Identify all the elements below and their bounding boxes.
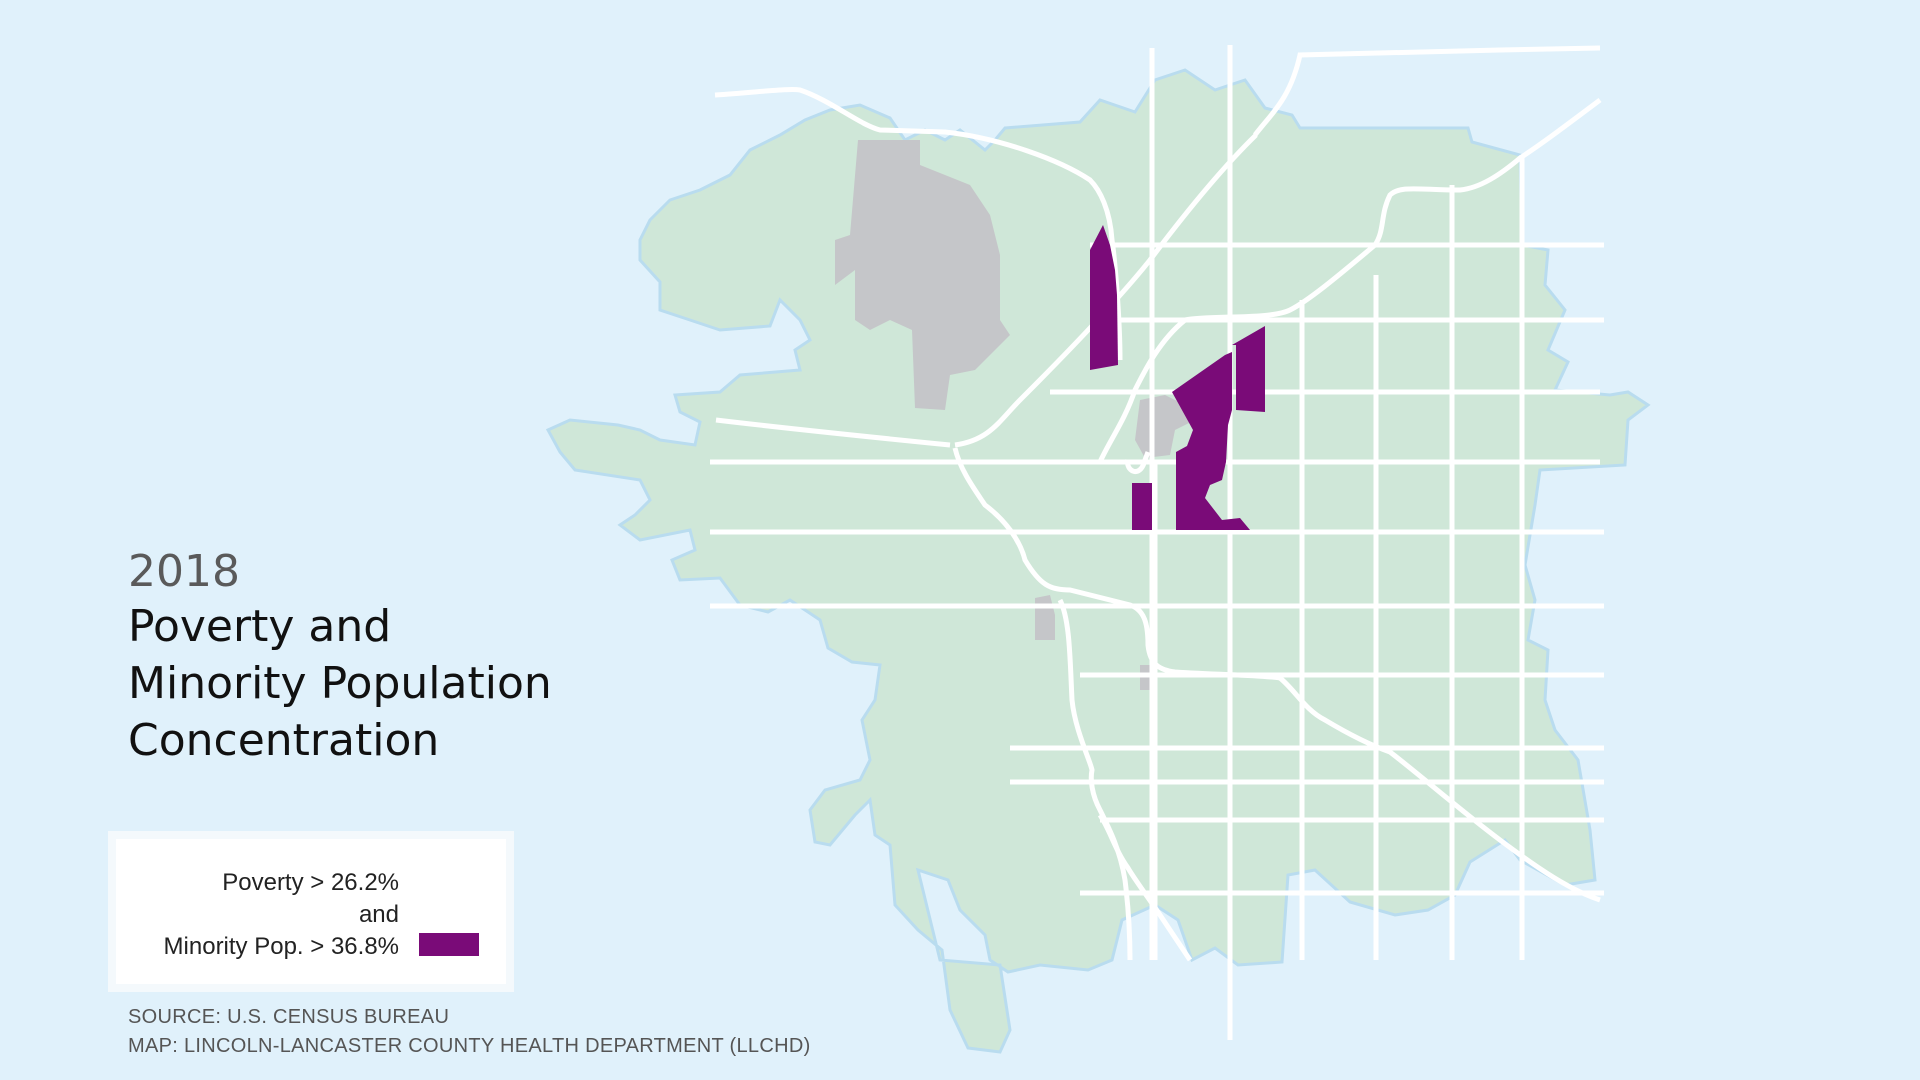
- legend-label-line-1: Poverty > 26.2%: [222, 869, 399, 896]
- map-title-line-1: Poverty and: [128, 601, 392, 652]
- legend-label: Poverty > 26.2% and Minority Pop. > 36.8…: [164, 867, 399, 963]
- map-credit-line: MAP: LINCOLN-LANCASTER COUNTY HEALTH DEP…: [128, 1035, 811, 1057]
- highlight-area-north: [1090, 225, 1118, 370]
- highlighted-areas: [1090, 225, 1265, 530]
- source-line: SOURCE: U.S. CENSUS BUREAU: [128, 1006, 450, 1028]
- legend-label-line-3: Minority Pop. > 36.8%: [163, 933, 399, 960]
- non-residential-area-airport: [835, 140, 1010, 410]
- city-boundary: [545, 68, 1651, 1054]
- legend-swatch: [419, 933, 479, 956]
- map-year: 2018: [128, 546, 240, 597]
- road-network: [710, 45, 1604, 1040]
- highlight-area-northeast: [1232, 326, 1265, 412]
- map-title-block: 2018 Poverty and Minority Population Con…: [128, 546, 552, 769]
- highlight-area-west: [1132, 483, 1152, 530]
- map-title-line-3: Concentration: [128, 715, 440, 766]
- map-title-line-2: Minority Population: [128, 658, 552, 709]
- legend-label-line-2: and: [358, 901, 399, 928]
- source-credits: SOURCE: U.S. CENSUS BUREAU MAP: LINCOLN-…: [128, 1003, 811, 1061]
- highlight-area-central: [1172, 352, 1250, 530]
- map-legend: Poverty > 26.2% and Minority Pop. > 36.8…: [116, 839, 506, 984]
